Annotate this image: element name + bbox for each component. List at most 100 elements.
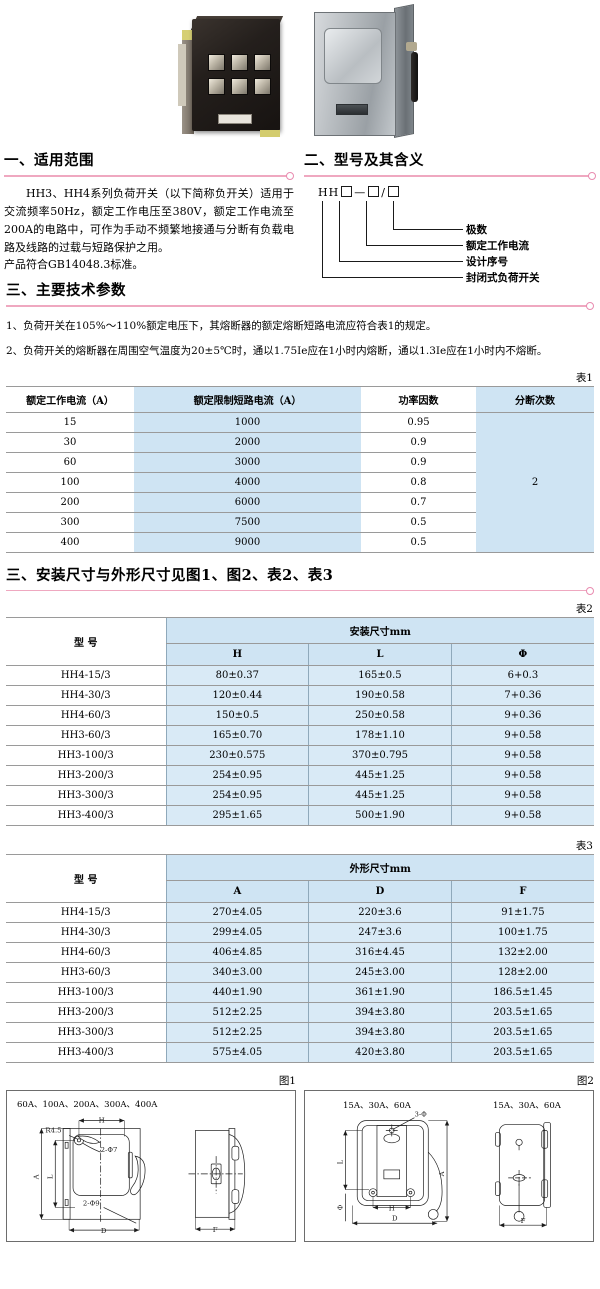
table2-cell-l: 500±1.90 xyxy=(308,804,452,826)
table3-cell-f: 203.5±1.65 xyxy=(450,1041,594,1063)
model-designation-diagram: HH — / 极数 额定工作电流 设计序号 封闭式负荷开关 xyxy=(304,186,596,284)
figure1-label-r45: R4.5 xyxy=(45,1126,61,1134)
table2-header-row-group: 型 号 安装尺寸mm xyxy=(6,616,594,666)
table-row: HH3-60/3 340±3.00 245±3.00 128±2.00 xyxy=(6,961,594,983)
figure2-label-l: L xyxy=(336,1159,344,1164)
table3-cell-a: 299±4.05 xyxy=(165,921,309,943)
table2-cell-phi: 9+0.58 xyxy=(450,784,594,806)
table2-cell-h: 120±0.44 xyxy=(165,684,309,706)
top-sections: 一、适用范围 HH3、HH4系列负荷开关（以下简称负开关）适用于交流频率50Hz… xyxy=(0,152,600,284)
leader-line-poles-horizontal xyxy=(393,229,463,231)
leader-line-current-vertical xyxy=(366,201,367,246)
figure-panels: 图1 60A、100A、200A、300A、400A xyxy=(0,1073,600,1242)
figure2-rating-label-right: 15A、30A、60A xyxy=(493,1100,561,1111)
table2-cell-l: 165±0.5 xyxy=(308,664,452,686)
table3-cell-a: 270±4.05 xyxy=(165,901,309,923)
section-dimensions-divider xyxy=(6,586,594,595)
table2-cell-phi: 9+0.58 xyxy=(450,804,594,826)
photo-gray-latch xyxy=(406,42,417,51)
figure2: 图2 15A、30A、60A 15A、30A、60A xyxy=(304,1073,594,1242)
figure1-label-f: F xyxy=(213,1226,218,1234)
table3-cell-model: HH4-60/3 xyxy=(6,941,166,963)
model-code-dash: — xyxy=(354,186,367,200)
table2-caption: 表2 xyxy=(575,602,593,615)
table-row: HH4-30/3 120±0.44 190±0.58 7+0.36 xyxy=(6,684,594,706)
table1-block: 表1 额定工作电流（A） 额定限制短路电流（A） 功率因数 分断次数 15 10… xyxy=(0,370,600,553)
table2-cell-phi: 9+0.58 xyxy=(450,744,594,766)
table3-cell-a: 512±2.25 xyxy=(165,1021,309,1043)
table1-cell-short-circuit: 4000 xyxy=(134,471,361,493)
table3-cell-a: 406±4.85 xyxy=(165,941,309,963)
table-row: HH4-30/3 299±4.05 247±3.6 100±1.75 xyxy=(6,921,594,943)
table3-cell-d: 394±3.80 xyxy=(308,1021,452,1043)
table1: 额定工作电流（A） 额定限制短路电流（A） 功率因数 分断次数 15 1000 … xyxy=(6,385,594,553)
table3-cell-a: 340±3.00 xyxy=(165,961,309,983)
table3-cell-model: HH3-60/3 xyxy=(6,961,166,983)
figure1-label-h: H xyxy=(99,1116,105,1124)
table1-cell-power-factor: 0.9 xyxy=(361,431,476,453)
section-parameters: 三、主要技术参数 xyxy=(0,282,600,311)
table3-cell-model: HH4-30/3 xyxy=(6,921,166,943)
scope-paragraph-2: 产品符合GB14048.3标准。 xyxy=(4,258,144,272)
table3-header-a: A xyxy=(165,879,309,903)
product-photo-strip xyxy=(0,0,600,152)
leader-line-product-vertical xyxy=(322,201,323,278)
table2-cell-l: 178±1.10 xyxy=(308,724,452,746)
section-parameters-heading: 三、主要技术参数 xyxy=(6,282,126,300)
model-code-slash: / xyxy=(381,186,386,200)
table2-cell-h: 254±0.95 xyxy=(165,784,309,806)
table1-cell-current: 100 xyxy=(6,471,134,493)
table2-cell-phi: 9+0.58 xyxy=(450,764,594,786)
table1-cell-power-factor: 0.5 xyxy=(361,531,476,553)
table-row: 15 1000 0.95 2 xyxy=(6,411,594,553)
table2-cell-l: 370±0.795 xyxy=(308,744,452,766)
table-row: HH3-100/3 440±1.90 361±1.90 186.5±1.45 xyxy=(6,981,594,1003)
table-row: HH4-60/3 406±4.85 316±4.45 132±2.00 xyxy=(6,941,594,963)
table2-cell-model: HH3-300/3 xyxy=(6,784,166,806)
table3-header-row-group: 型 号 外形尺寸mm xyxy=(6,853,594,903)
table3-cell-f: 186.5±1.45 xyxy=(450,981,594,1003)
table2-cell-phi: 9+0.36 xyxy=(450,704,594,726)
table3-cell-d: 247±3.6 xyxy=(308,921,452,943)
photo-gray-vent xyxy=(336,104,368,115)
photo-black-fuse-window xyxy=(208,78,225,95)
table1-cell-short-circuit: 3000 xyxy=(134,451,361,473)
table2-block: 表2 型 号 安装尺寸mm H L Φ HH4-15/3 80±0.37 165… xyxy=(0,601,600,826)
figure1-caption: 图1 xyxy=(278,1074,296,1087)
model-code-box-current xyxy=(368,186,380,198)
figure1-label-2-phi9: 2-Φ9 xyxy=(83,1199,100,1207)
table2-cell-h: 295±1.65 xyxy=(165,804,309,826)
table2-cell-model: HH4-60/3 xyxy=(6,704,166,726)
table2-header-phi: Φ xyxy=(450,642,594,666)
table1-cell-power-factor: 0.95 xyxy=(361,411,476,433)
table2-header-model: 型 号 xyxy=(6,616,166,666)
section-model: 二、型号及其含义 HH — / 极数 额定工作电流 设计序号 封闭式负荷开关 xyxy=(304,152,596,284)
model-code-box-design xyxy=(341,186,353,198)
table2-cell-h: 150±0.5 xyxy=(165,704,309,726)
table3-cell-d: 420±3.80 xyxy=(308,1041,452,1063)
section-dimensions-heading: 三、安装尺寸与外形尺寸见图1、图2、表2、表3 xyxy=(6,566,334,584)
figure2-label-f: F xyxy=(521,1217,526,1225)
figure2-engineering-drawing: 3-Φ L Φ A H D F xyxy=(336,1111,551,1228)
table1-cell-power-factor: 0.5 xyxy=(361,511,476,533)
table2-cell-model: HH3-400/3 xyxy=(6,804,166,826)
table1-header-row: 额定工作电流（A） 额定限制短路电流（A） 功率因数 分断次数 xyxy=(6,385,594,413)
table1-header-short-circuit-current: 额定限制短路电流（A） xyxy=(134,385,361,413)
figure1-engineering-drawing: R4.5 2-Φ7 2-Φ9 A L H D F xyxy=(33,1116,246,1235)
section-scope: 一、适用范围 HH3、HH4系列负荷开关（以下简称负开关）适用于交流频率50Hz… xyxy=(4,152,304,278)
table2-header-row-sub: H L Φ xyxy=(6,642,594,666)
table1-header-breaking-times: 分断次数 xyxy=(476,385,594,413)
table-row: HH4-60/3 150±0.5 250±0.58 9+0.36 xyxy=(6,704,594,726)
table3-cell-model: HH3-400/3 xyxy=(6,1041,166,1063)
table-row: HH3-60/3 165±0.70 178±1.10 9+0.58 xyxy=(6,724,594,746)
table1-cell-short-circuit: 7500 xyxy=(134,511,361,533)
leader-line-design-horizontal xyxy=(339,261,463,263)
leader-line-design-vertical xyxy=(339,201,340,262)
table1-caption: 表1 xyxy=(575,371,593,384)
model-label-poles: 极数 xyxy=(466,224,487,237)
table3-header-row-sub: A D F xyxy=(6,879,594,903)
photo-black-fuse-window xyxy=(231,78,248,95)
section-dimensions: 三、安装尺寸与外形尺寸见图1、图2、表2、表3 xyxy=(0,567,600,595)
table3-header-d: D xyxy=(308,879,452,903)
table-row: HH3-300/3 254±0.95 445±1.25 9+0.58 xyxy=(6,784,594,806)
